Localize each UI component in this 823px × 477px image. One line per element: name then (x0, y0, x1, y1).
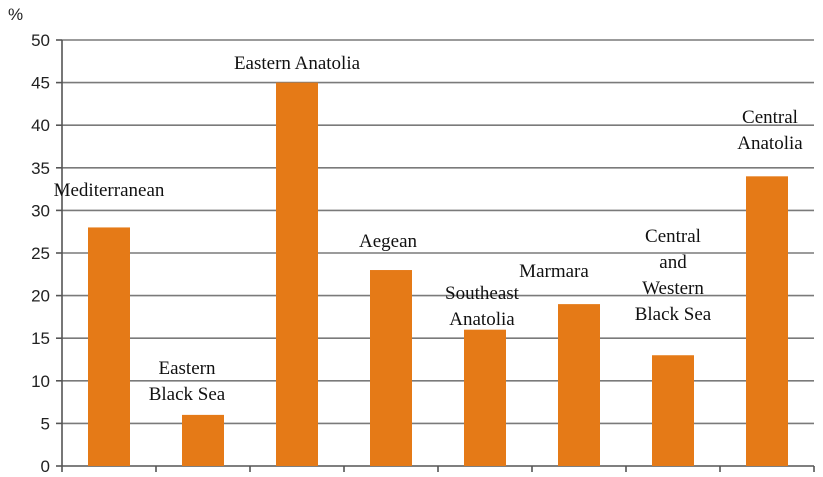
y-tick-label: 45 (31, 74, 50, 93)
category-label-line: Black Sea (635, 304, 712, 325)
category-label: Mediterranean (54, 180, 165, 201)
category-label-line: Eastern Anatolia (234, 53, 361, 74)
y-tick-label: 5 (41, 414, 50, 433)
bars (88, 82, 788, 466)
y-tick-label: 50 (31, 31, 50, 50)
category-label-line: Mediterranean (54, 180, 165, 201)
category-label-line: Anatolia (449, 309, 515, 330)
category-label-line: Western (642, 278, 704, 299)
y-tick-label: 10 (31, 372, 50, 391)
y-tick-label: 25 (31, 244, 50, 263)
category-label: Aegean (359, 231, 418, 252)
category-label-line: Marmara (519, 261, 589, 282)
y-tick-label: 40 (31, 116, 50, 135)
gridlines (62, 39, 814, 425)
category-label-line: Anatolia (737, 133, 803, 154)
bar (276, 82, 318, 466)
category-label-line: Central (645, 226, 701, 247)
y-tick-label: 20 (31, 287, 50, 306)
category-label: Central Anatolia (737, 107, 803, 154)
category-label-line: Eastern (159, 358, 216, 379)
category-label-line: and (659, 252, 687, 273)
bar (182, 414, 224, 466)
category-label: Marmara (519, 261, 589, 282)
category-labels: Mediterranean Eastern Black Sea Eastern Ana… (54, 53, 804, 405)
bar (746, 176, 788, 466)
bar (88, 227, 130, 466)
bar (464, 329, 506, 466)
category-label: Central and Western Black Sea (635, 226, 712, 325)
category-label-line: Central (742, 107, 798, 128)
category-label-line: Black Sea (149, 384, 226, 405)
category-label-line: Southeast (445, 283, 520, 304)
y-tick-label: 35 (31, 159, 50, 178)
category-label: Southeast Anatolia (445, 283, 520, 330)
bar (370, 270, 412, 466)
category-label: Eastern Anatolia (234, 53, 361, 74)
category-label-line: Aegean (359, 231, 418, 252)
y-tick-label: 0 (41, 457, 50, 476)
bar (558, 304, 600, 466)
bar (652, 355, 694, 466)
y-tick-label: 30 (31, 201, 50, 220)
y-axis-unit: % (8, 5, 23, 24)
y-tick-label: 15 (31, 329, 50, 348)
category-label: Eastern Black Sea (149, 358, 226, 405)
